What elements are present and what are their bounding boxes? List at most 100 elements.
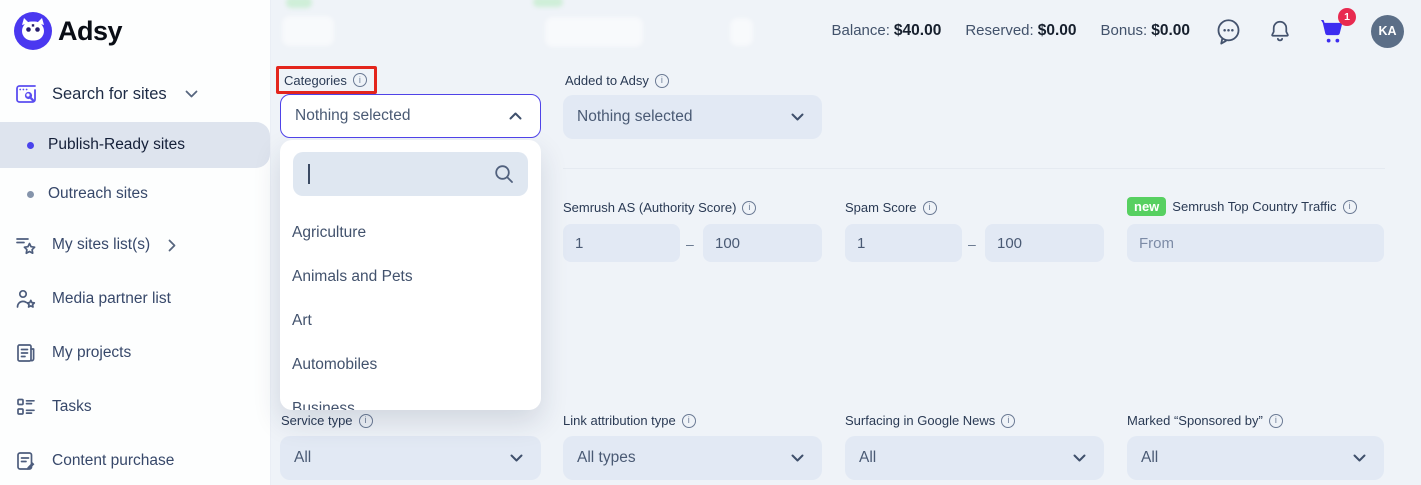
faded-badge [533,0,563,7]
bullet-icon [27,141,34,149]
info-icon[interactable] [358,413,373,428]
spam-score-from-input[interactable] [845,224,962,262]
service-type-label: Service type [281,413,373,428]
google-news-label: Surfacing in Google News [845,413,1016,428]
sidebar-item-label: Search for sites [52,84,167,103]
sidebar-item-label: Content purchase [52,452,175,469]
sidebar-item-label: Media partner list [52,290,171,307]
bonus-value: $0.00 [1151,22,1190,39]
owl-logo-icon [14,12,52,50]
logo-wordmark: Adsy [58,15,123,46]
category-option[interactable]: Art [292,312,312,329]
chevron-down-icon [791,449,804,467]
sidebar-item-label: My sites list(s) [52,236,151,253]
info-icon[interactable] [742,200,757,215]
sidebar-item-content-purchase[interactable]: Content purchase [0,438,270,484]
categories-search-input[interactable] [307,162,491,188]
link-attribution-type-value: All types [577,449,636,466]
added-to-adsy-select[interactable]: Nothing selected [563,95,822,139]
link-attribution-type-label: Link attribution type [563,413,696,428]
reserved-value: $0.00 [1037,22,1077,39]
info-icon[interactable] [922,200,937,215]
bonus: Bonus: $0.00 [1100,22,1191,39]
cart-button[interactable]: 1 [1317,8,1356,46]
categories-select-value: Nothing selected [295,107,411,124]
link-attribution-type-select[interactable]: All types [563,436,822,480]
balance: Balance: $40.00 [831,22,942,39]
sidebar: Adsy Search for sites Publish-Ready site… [0,0,271,485]
faded-badge [286,0,312,8]
search-icon [493,163,515,190]
semrush-as-label: Semrush AS (Authority Score) [563,200,757,215]
spam-score-to-input[interactable] [985,224,1104,262]
header-bar: Balance: $40.00 Reserved: $0.00 Bonus: $0.0… [831,8,1404,52]
faded-card [282,16,334,46]
categories-dropdown-panel: Agriculture Animals and Pets Art Automob… [280,140,541,410]
annotation-red-box: Categories [276,66,377,94]
category-option[interactable]: Animals and Pets [292,268,413,285]
sidebar-item-label: Publish-Ready sites [48,136,185,153]
semrush-as-from-input[interactable] [563,224,680,262]
info-icon[interactable] [681,413,696,428]
sponsored-by-value: All [1141,449,1159,466]
avatar[interactable]: KA [1371,14,1404,48]
chevron-down-icon [1353,449,1366,467]
sidebar-item-label: Tasks [52,398,92,415]
service-type-value: All [294,449,312,466]
category-option[interactable]: Business [292,400,355,410]
chevron-down-icon [1073,449,1086,467]
chevron-down-icon [791,108,804,126]
cart-badge: 1 [1338,8,1356,26]
sidebar-item-my-sites-lists[interactable]: My sites list(s) [0,222,270,268]
semrush-as-to-input[interactable] [703,224,822,262]
category-option[interactable]: Agriculture [292,224,367,241]
added-to-adsy-label: Added to Adsy [565,73,669,88]
range-dash: – [686,236,694,252]
info-icon[interactable] [1268,413,1283,428]
starred-list-icon [14,233,38,257]
info-icon[interactable] [352,73,367,87]
new-badge: new [1127,197,1167,216]
info-icon[interactable] [654,73,669,88]
section-divider [563,168,1385,169]
chevron-right-icon [168,239,176,252]
google-news-select[interactable]: All [845,436,1104,480]
sidebar-item-search-for-sites[interactable]: Search for sites [0,71,270,117]
sidebar-item-media-partner-list[interactable]: Media partner list [0,276,270,322]
faded-card [730,18,753,46]
sidebar-item-tasks[interactable]: Tasks [0,384,270,430]
site-search-icon [14,82,38,106]
added-to-adsy-value: Nothing selected [577,108,693,125]
document-pencil-icon [14,449,38,473]
category-option[interactable]: Automobiles [292,356,378,373]
top-country-traffic-from-input[interactable] [1127,224,1384,262]
sidebar-item-label: My projects [52,344,132,361]
chevron-down-icon [510,449,523,467]
sponsored-by-select[interactable]: All [1127,436,1384,480]
info-icon[interactable] [1342,199,1357,214]
person-star-icon [14,287,38,311]
sidebar-item-my-projects[interactable]: My projects [0,330,270,376]
notifications-bell-button[interactable] [1267,18,1293,44]
sidebar-item-publish-ready-sites[interactable]: Publish-Ready sites [0,122,270,168]
categories-search-box[interactable] [293,152,528,196]
categories-select[interactable]: Nothing selected [280,94,541,138]
top-country-traffic-label: new Semrush Top Country Traffic [1127,197,1357,216]
spam-score-label: Spam Score [845,200,937,215]
google-news-value: All [859,449,877,466]
faded-card [545,17,643,47]
info-icon[interactable] [1001,413,1016,428]
sidebar-item-outreach-sites[interactable]: Outreach sites [0,171,270,217]
categories-label: Categories [284,73,367,88]
balance-value: $40.00 [893,22,942,39]
sidebar-item-label: Outreach sites [48,185,148,202]
task-list-icon [14,395,38,419]
chat-button[interactable] [1214,17,1243,46]
chevron-up-icon [509,107,522,125]
bullet-icon [27,190,34,198]
chevron-down-icon [185,90,198,98]
document-lines-icon [14,341,38,365]
service-type-select[interactable]: All [280,436,541,480]
logo[interactable]: Adsy [14,12,123,50]
